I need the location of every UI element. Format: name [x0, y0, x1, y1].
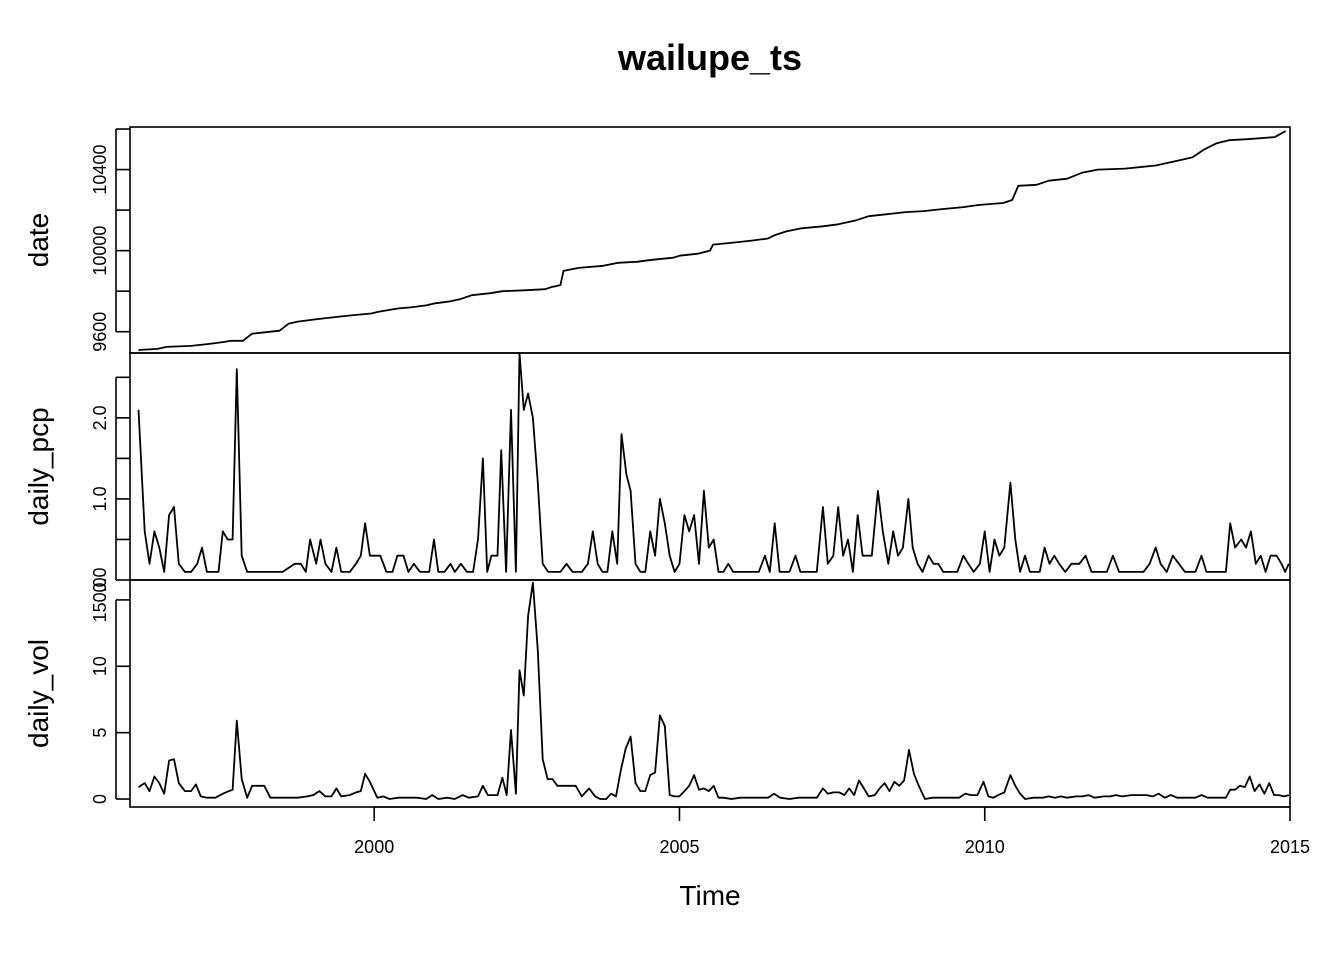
panel-frame: [129, 579, 1291, 808]
panel-daily_vol: 0 5 10 150.0 daily_vol: [23, 577, 1291, 808]
y-tick-label: 10000: [90, 226, 110, 276]
chart-title: wailupe_ts: [617, 37, 802, 78]
series-line-daily_pcp: [137, 352, 1290, 573]
y-axis-date: 9600 10000 10400: [90, 128, 130, 352]
x-axis: 2000 2005 2010 2015: [354, 806, 1310, 857]
panel-date: 9600 10000 10400 date: [23, 126, 1291, 354]
x-tick-label: 2010: [965, 837, 1005, 857]
y-tick-label: 150.0: [90, 577, 110, 622]
y-tick-label: 9600: [90, 312, 110, 352]
y-tick-label: 1.0: [90, 486, 110, 511]
series-line-date: [138, 130, 1287, 351]
panel-frame: [129, 126, 1291, 354]
panels-group: 9600 10000 10400 date 0.0 1.0 2.0 daily_pcp 0 5 10…: [23, 126, 1291, 808]
y-tick-label: 10: [90, 656, 110, 676]
x-tick-label: 2005: [659, 837, 699, 857]
y-axis-daily_vol: 0 5 10 150.0: [90, 577, 130, 804]
x-axis-label: Time: [679, 880, 740, 911]
y-axis-label-daily_pcp: daily_pcp: [23, 407, 54, 525]
y-tick-label: 2.0: [90, 405, 110, 430]
y-tick-label: 5: [90, 728, 110, 738]
x-tick-label: 2015: [1270, 837, 1310, 857]
x-tick-label: 2000: [354, 837, 394, 857]
y-axis-label-date: date: [23, 213, 54, 268]
series-line-daily_vol: [138, 581, 1290, 800]
y-axis-label-daily_vol: daily_vol: [23, 639, 54, 748]
y-tick-label: 0: [90, 794, 110, 804]
y-tick-label: 0.0: [90, 567, 110, 592]
panel-daily_pcp: 0.0 1.0 2.0 daily_pcp: [23, 352, 1291, 593]
y-axis-daily_pcp: 0.0 1.0 2.0: [90, 376, 130, 593]
y-tick-label: 10400: [90, 145, 110, 195]
